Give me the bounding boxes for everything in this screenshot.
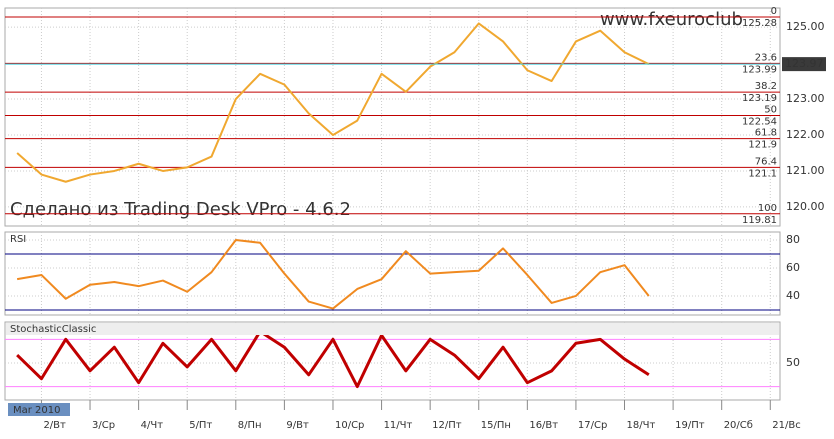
y-tick-label: 121.00: [786, 164, 825, 177]
level-value: 121.1: [748, 168, 777, 179]
x-label-box: [8, 403, 70, 416]
x-tick-label: 17/Ср: [578, 420, 607, 431]
panel: [4, 231, 781, 316]
level-value: 123.19: [742, 93, 777, 104]
x-tick-label: 20/Сб: [724, 420, 753, 431]
x-tick-label: 12/Пт: [432, 420, 462, 431]
title-strip: [6, 323, 779, 335]
watermark: www.fxeuroclub: [600, 9, 743, 30]
series-line: [16, 22, 650, 183]
level-name: 23.6: [755, 52, 777, 63]
x-tick-label: 16/Вт: [529, 420, 558, 431]
x-tick-label: 19/Пт: [675, 420, 705, 431]
x-tick-label: 8/Пн: [238, 420, 262, 431]
y-tick-label: 122.00: [786, 128, 825, 141]
level-value: 121.9: [748, 140, 777, 151]
x-label: Mar 2010: [13, 405, 61, 416]
y-tick-label: 40: [786, 289, 800, 302]
panel-title: StochasticClassic: [10, 324, 96, 335]
x-tick-label: 2/Вт: [43, 420, 66, 431]
last-price: 123.97: [785, 57, 824, 70]
x-tick-label: 9/Вт: [286, 420, 309, 431]
last-price-box: [782, 57, 826, 72]
y-tick-label: 50: [786, 356, 800, 369]
panel-title: RSI: [10, 234, 26, 245]
level-name: 0: [771, 6, 777, 17]
y-tick-label: 120.00: [786, 200, 825, 213]
level-value: 125.28: [742, 18, 777, 29]
panel: [4, 7, 781, 227]
y-tick-label: 60: [786, 261, 800, 274]
y-tick-label: 123.00: [786, 92, 825, 105]
level-value: 119.81: [742, 215, 777, 226]
level-name: 38.2: [755, 81, 777, 92]
level-name: 100: [758, 203, 777, 214]
x-tick-label: 3/Ср: [92, 420, 115, 431]
level-value: 123.99: [742, 64, 777, 75]
series-line: [16, 329, 650, 389]
x-tick-label: 4/Чт: [141, 420, 164, 431]
x-tick-label: 11/Чт: [384, 420, 413, 431]
y-tick-label: 125.00: [786, 20, 825, 33]
series-line: [16, 238, 650, 310]
y-tick-label: 80: [786, 233, 800, 246]
level-name: 61.8: [755, 128, 777, 139]
x-tick-label: 18/Чт: [627, 420, 656, 431]
level-name: 50: [764, 105, 777, 116]
watermark: Сделано из Trading Desk VPro - 4.6.2: [10, 199, 351, 220]
level-name: 76.4: [755, 156, 777, 167]
x-tick-label: 5/Пт: [189, 420, 212, 431]
x-tick-label: 15/Пн: [481, 420, 511, 431]
x-tick-label: 21/Вс: [772, 420, 800, 431]
level-value: 122.54: [742, 117, 777, 128]
x-tick-label: 10/Ср: [335, 420, 364, 431]
